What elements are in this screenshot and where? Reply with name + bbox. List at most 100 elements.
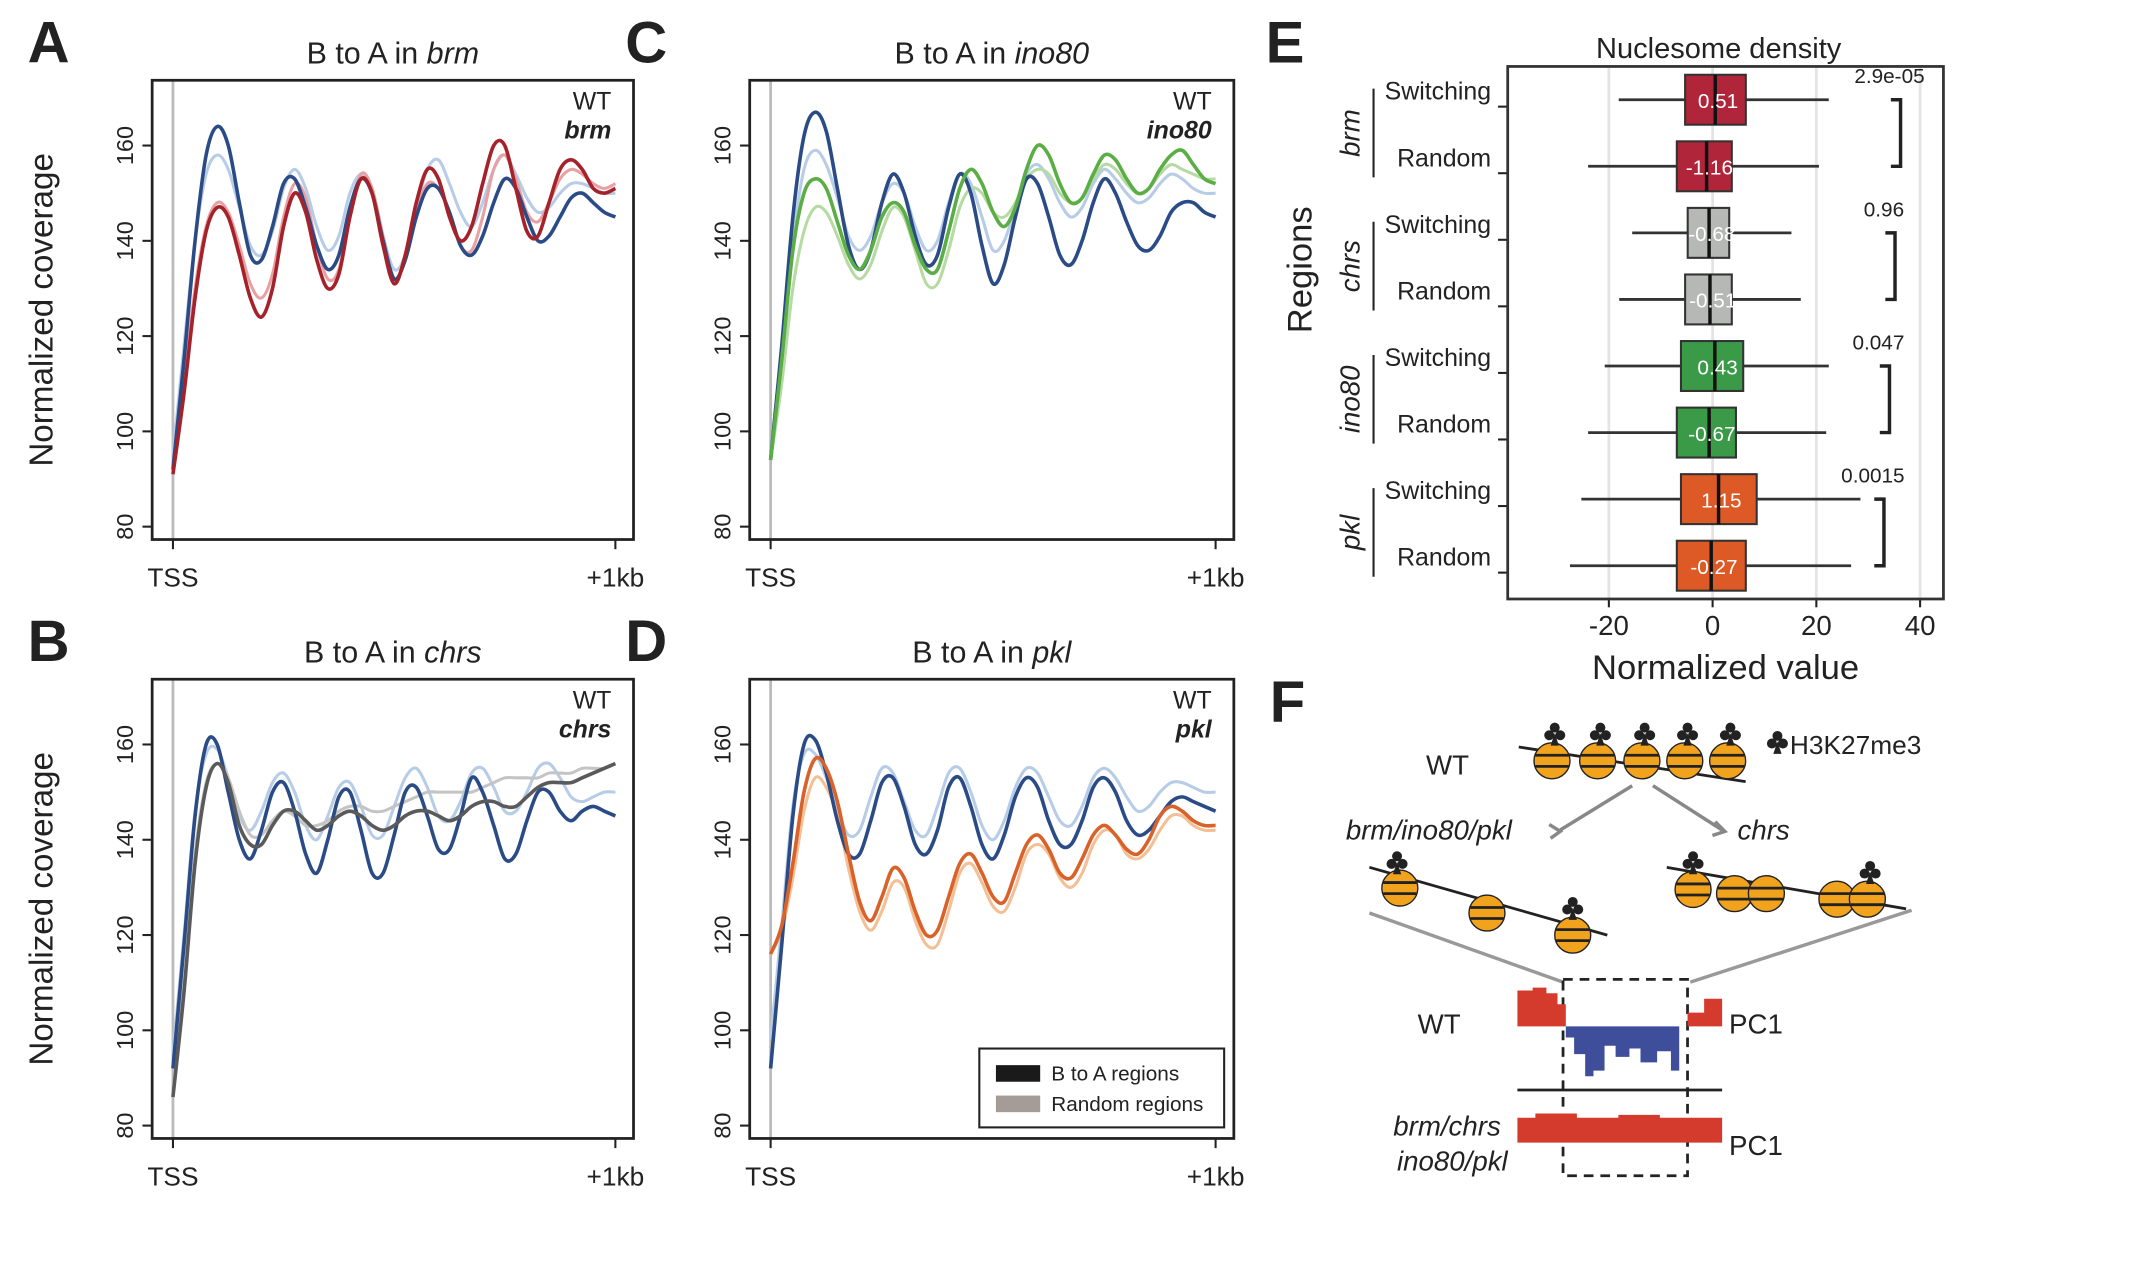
y-tick-label: 140: [709, 820, 735, 859]
chart-title: B to A in ino80: [895, 37, 1090, 71]
line: [768, 143, 1217, 461]
y-tick-label: 80: [112, 514, 138, 540]
plot-frame: [748, 677, 1236, 1140]
p-bracket: [1879, 364, 1892, 435]
nucleosomes: [1532, 722, 1788, 781]
median-label: 0.43: [1697, 356, 1737, 379]
row-label: Switching: [1385, 211, 1491, 239]
legend-swatch: [995, 1095, 1041, 1113]
title-text: B to A in: [912, 636, 1024, 670]
y-tick-label: 160: [709, 126, 735, 165]
p-value: 0.96: [1864, 198, 1904, 221]
label: WT: [1418, 1008, 1461, 1039]
row-label: Switching: [1385, 477, 1491, 505]
y-tick-label: 160: [112, 725, 138, 764]
dashed-box: [1561, 977, 1689, 1178]
line-chart: A B to A in brm Normalized coverage 80 100 12…: [24, 10, 645, 592]
x-tick-label: TSS: [745, 1161, 796, 1191]
panel-letter: C: [625, 10, 667, 75]
y-tick-label: 80: [112, 1113, 138, 1139]
line: [768, 755, 1216, 955]
title-gene: chrs: [424, 636, 481, 670]
plot-frame: [150, 677, 635, 1140]
y-tick-label: 80: [709, 514, 735, 540]
label: H3K27me3: [1790, 730, 1921, 760]
legend-box: [978, 1047, 1226, 1129]
y-axis-label: Normalized coverage: [24, 153, 61, 467]
label: PC1: [1729, 1008, 1783, 1039]
label: ino80/pkl: [1397, 1145, 1509, 1176]
line: [171, 744, 616, 1055]
y-tick-label: 160: [709, 725, 735, 764]
line: [171, 762, 617, 1093]
title-text: B to A in: [307, 37, 419, 71]
y-axis-label: Normalized coverage: [24, 752, 61, 1066]
x-tick-label: +1kb: [1187, 563, 1245, 593]
line: [768, 733, 1217, 1069]
legend-label: brm: [564, 116, 611, 144]
plot-frame: [1506, 65, 1945, 601]
median-label: -0.51: [1689, 290, 1736, 313]
x-tick-label: +1kb: [587, 1161, 645, 1191]
y-tick-label: 100: [709, 412, 735, 451]
label: brm/ino80/pkl: [1346, 815, 1513, 846]
median-label: -0.67: [1688, 423, 1735, 446]
chart-title: B to A in chrs: [304, 636, 482, 670]
x-axis-label: Normalized value: [1592, 649, 1859, 687]
row-label: Switching: [1385, 78, 1491, 106]
y-tick-label: 140: [112, 820, 138, 859]
chart-title: B to A in pkl: [912, 636, 1072, 670]
chart-title: B to A in brm: [307, 37, 480, 71]
y-tick-label: 120: [112, 316, 138, 355]
p-value: 2.9e-05: [1854, 65, 1924, 88]
y-tick-label: 120: [709, 316, 735, 355]
title-gene: pkl: [1031, 636, 1072, 670]
line: [768, 110, 1217, 461]
panel-letter: B: [28, 609, 70, 674]
line: [171, 735, 617, 1069]
x-tick-label: 40: [1905, 610, 1936, 641]
y-tick-label: 120: [709, 915, 735, 954]
x-tick-label: TSS: [745, 563, 796, 593]
median-label: -1.16: [1686, 157, 1733, 180]
diagram: F WT H3K27me3 brm/ino80/pkl chrs WT PC1 …: [1270, 670, 1921, 1178]
legend-label: WT: [573, 686, 612, 714]
title-gene: ino80: [1015, 37, 1090, 71]
row-label: Random: [1397, 277, 1491, 305]
legend-label: pkl: [1175, 715, 1213, 743]
y-tick-label: 140: [709, 221, 735, 260]
median-label: -0.27: [1690, 556, 1737, 579]
x-tick-label: TSS: [147, 563, 198, 593]
legend-label: ino80: [1147, 116, 1212, 144]
plot-frame: [748, 78, 1236, 541]
group-label: chrs: [1335, 240, 1366, 292]
label: PC1: [1729, 1130, 1783, 1161]
p-bracket: [1890, 98, 1903, 169]
x-tick-label: +1kb: [587, 563, 645, 593]
line: [171, 124, 617, 470]
box: [1675, 140, 1733, 193]
legend-label: chrs: [559, 715, 612, 743]
line: [171, 761, 617, 1098]
median-label: -0.68: [1688, 223, 1735, 246]
y-tick-label: 100: [112, 1011, 138, 1050]
panel-letter: E: [1266, 10, 1305, 75]
title-text: B to A in: [304, 636, 416, 670]
x-tick-label: TSS: [147, 1161, 198, 1191]
y-tick-label: 120: [112, 915, 138, 954]
legend-label: WT: [1173, 686, 1212, 714]
p-bracket: [1874, 497, 1886, 568]
title-gene: brm: [427, 37, 479, 71]
median-label: 0.51: [1698, 90, 1738, 113]
line-chart: B B to A in chrs Normalized coverage 80 100 1…: [24, 609, 645, 1191]
legend-swatch: [995, 1065, 1041, 1082]
y-tick-label: 80: [709, 1113, 735, 1139]
title-text: B to A in: [895, 37, 1007, 71]
y-axis-label: Regions: [1281, 206, 1319, 333]
legend-label: B to A regions: [1051, 1062, 1179, 1085]
legend-label: WT: [1173, 87, 1212, 115]
x-tick-label: 20: [1801, 610, 1832, 641]
